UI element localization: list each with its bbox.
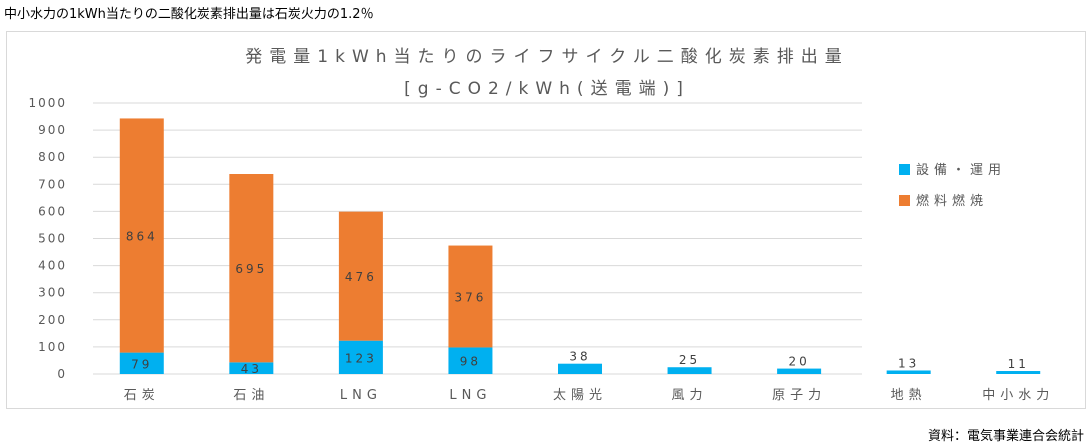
- data-label-fuel: 864: [126, 230, 158, 244]
- data-label-equipment: 98: [460, 355, 481, 369]
- y-tick-label: 0: [57, 367, 67, 381]
- x-tick-label: 地熱: [891, 388, 927, 403]
- y-tick-label: 700: [38, 177, 67, 191]
- y-tick-label: 400: [38, 259, 67, 273]
- bar-equipment: [229, 362, 274, 374]
- bar-fuel: [119, 118, 164, 353]
- x-tick-label: LNG: [340, 388, 382, 403]
- bar-equipment: [667, 367, 712, 374]
- bar-fuel: [338, 211, 383, 341]
- x-tick-label: LNG: [449, 388, 491, 403]
- data-label-equipment: 11: [1008, 357, 1029, 371]
- bar-fuel: [448, 245, 493, 348]
- chart-plot: 0 100 200 300 400 500 600 700 800 900 1000 864 79 石炭 6…: [28, 96, 1054, 403]
- chart-title: 発電量1kWh当たりのライフサイクル二酸化炭素排出量: [245, 47, 849, 67]
- y-tick-label: 100: [38, 340, 67, 354]
- bar-fuel: [229, 174, 274, 363]
- data-label-equipment: 20: [788, 355, 809, 369]
- y-tick-label: 300: [38, 286, 67, 300]
- legend-swatch: [899, 195, 910, 206]
- data-label-fuel: 695: [235, 262, 267, 276]
- y-tick-label: 1000: [28, 96, 67, 110]
- y-tick-label: 200: [38, 313, 67, 327]
- y-tick-label: 800: [38, 150, 67, 164]
- bar-equipment: [777, 368, 822, 374]
- data-label-fuel: 476: [345, 270, 377, 284]
- x-tick-label: 原子力: [772, 388, 826, 403]
- bar-equipment: [119, 352, 164, 374]
- bar-equipment: [338, 340, 383, 374]
- chart-subtitle: [g-CO2/kWh(送電端)]: [404, 79, 690, 99]
- data-label-equipment: 38: [569, 350, 590, 364]
- bar-equipment: [448, 347, 493, 374]
- data-label-equipment: 43: [241, 362, 262, 376]
- chart-frame: 発電量1kWh当たりのライフサイクル二酸化炭素排出量 [g-CO2/kWh(送電…: [6, 31, 1086, 409]
- x-tick-label: 中小水力: [982, 388, 1054, 403]
- legend-label: 燃料燃焼: [916, 193, 988, 209]
- data-label-equipment: 13: [898, 356, 919, 370]
- page-heading: 中小水力の1kWh当たりの二酸化炭素排出量は石炭火力の1.2％: [4, 7, 374, 22]
- bar-equipment: [996, 371, 1041, 374]
- x-tick-label: 太陽光: [553, 388, 607, 403]
- x-tick-label: 風力: [672, 388, 708, 403]
- bar-equipment: [886, 370, 931, 374]
- data-label-equipment: 123: [345, 351, 377, 365]
- source-note: 資料：電気事業連合会統計: [927, 429, 1084, 444]
- y-tick-label: 500: [38, 232, 67, 246]
- data-label-equipment: 25: [679, 353, 700, 367]
- data-label-equipment: 79: [131, 357, 152, 371]
- legend-label: 設備・運用: [916, 162, 1006, 178]
- y-tick-label: 600: [38, 204, 67, 218]
- legend-swatch: [899, 164, 910, 175]
- y-tick-label: 900: [38, 123, 67, 137]
- x-tick-label: 石油: [233, 388, 269, 403]
- x-tick-label: 石炭: [124, 388, 160, 403]
- data-label-fuel: 376: [454, 290, 486, 304]
- bar-equipment: [558, 363, 602, 374]
